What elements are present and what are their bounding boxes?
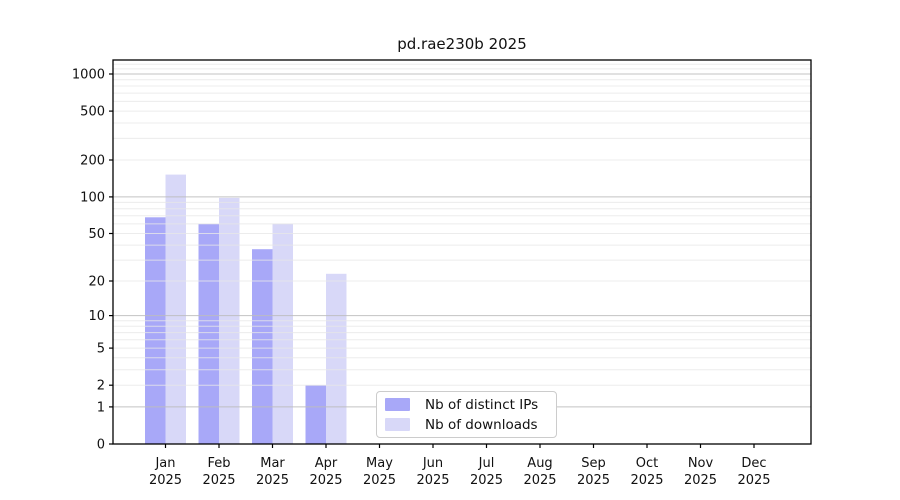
bar-apr-downloads [326,273,347,444]
x-tick-label-month: Aug [527,456,552,471]
x-tick-label-year: 2025 [256,473,289,488]
bar-mar-downloads [272,223,293,444]
y-tick-label: 0 [97,438,105,453]
x-tick-label-year: 2025 [577,473,610,488]
y-tick-label: 50 [88,227,105,242]
legend-label-downloads: Nb of downloads [425,416,538,433]
x-tick-label-month: Oct [636,456,658,471]
bar-apr-distinct-ips [305,385,326,444]
y-tick-label: 1 [97,400,105,415]
x-tick-label-year: 2025 [416,473,449,488]
x-tick-label-month: Dec [741,456,766,471]
x-tick-label-month: Nov [688,456,714,471]
legend-item-downloads: Nb of downloads [385,416,546,433]
x-axis: Jan 2025 Feb 2025 Mar 2025 Apr 2025 May 2025 Jun 20… [149,444,771,488]
grid-major [113,73,811,408]
x-tick-label-month: Feb [207,456,230,471]
y-tick-label: 2 [97,379,105,394]
x-tick-label-month: Mar [260,456,285,471]
x-tick-label-month: Apr [315,456,338,471]
y-axis: 0 1 2 5 10 20 50 100 200 500 1000 [72,68,113,453]
y-tick-label: 200 [80,154,105,169]
grid-minor [113,63,811,386]
bar-mar-distinct-ips [252,249,273,444]
x-tick-label-year: 2025 [523,473,556,488]
legend-item-distinct-ips: Nb of distinct IPs [385,396,546,413]
bar-jan-distinct-ips [145,217,166,444]
y-tick-label: 5 [97,342,105,357]
x-tick-label-year: 2025 [684,473,717,488]
y-tick-label: 20 [88,275,105,290]
y-tick-label: 100 [80,190,105,205]
x-tick-label-month: Jul [478,456,495,471]
x-tick-label-month: Jun [422,456,443,471]
bar-feb-distinct-ips [198,223,219,444]
chart-title: pd.rae230b 2025 [397,35,527,53]
legend-label-distinct-ips: Nb of distinct IPs [425,396,539,413]
x-tick-label-year: 2025 [149,473,182,488]
y-tick-label: 500 [80,105,105,120]
legend: Nb of distinct IPs Nb of downloads [376,391,557,438]
bar-jan-downloads [165,174,186,444]
x-tick-label-month: May [366,456,393,471]
x-tick-label-year: 2025 [309,473,342,488]
x-tick-label-year: 2025 [363,473,396,488]
x-tick-label-year: 2025 [470,473,503,488]
y-tick-label: 10 [88,309,105,324]
x-tick-label-year: 2025 [202,473,235,488]
x-tick-label-month: Sep [581,456,606,471]
legend-swatch-distinct-ips [385,398,410,411]
bars [145,174,347,444]
legend-swatch-downloads [385,418,410,431]
y-tick-label: 1000 [72,68,105,83]
x-tick-label-month: Jan [154,456,175,471]
x-tick-label-year: 2025 [737,473,770,488]
plot-frame [112,59,812,445]
x-tick-label-year: 2025 [630,473,663,488]
